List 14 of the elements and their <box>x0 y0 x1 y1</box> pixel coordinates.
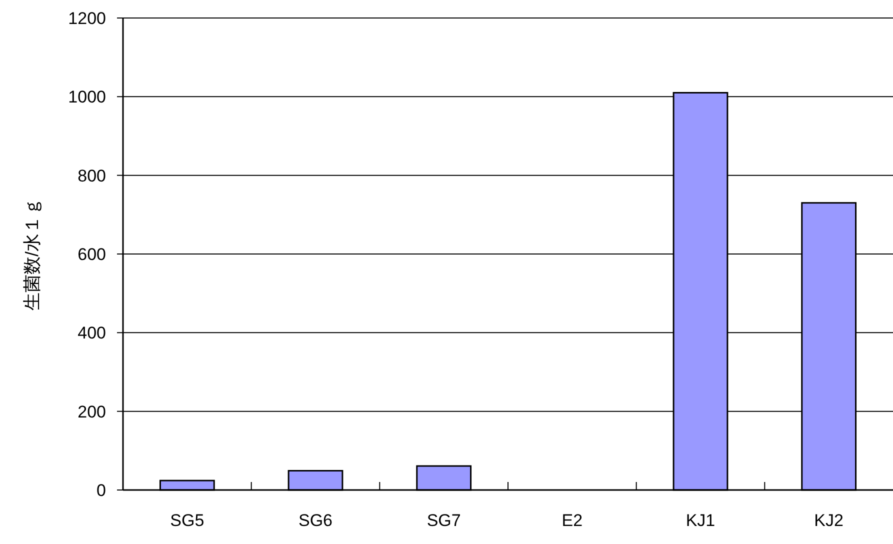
y-tick-label: 400 <box>78 324 106 343</box>
y-tick-label: 1000 <box>68 88 106 107</box>
y-tick-label: 600 <box>78 245 106 264</box>
x-tick-label: SG7 <box>426 511 461 530</box>
y-tick-label: 200 <box>78 402 106 422</box>
y-tick-label: 800 <box>78 166 106 186</box>
x-tick-label: E2 <box>562 511 583 530</box>
x-tick-label: SG6 <box>298 511 333 530</box>
y-axis-title: 生菌数/水１ｇ <box>22 197 42 311</box>
y-tick-label: 1200 <box>68 9 106 28</box>
x-tick-label: KJ2 <box>814 511 844 530</box>
x-tick-label: KJ1 <box>686 511 716 530</box>
x-tick-label: SG5 <box>170 511 204 530</box>
y-tick-label: 0 <box>96 481 106 500</box>
